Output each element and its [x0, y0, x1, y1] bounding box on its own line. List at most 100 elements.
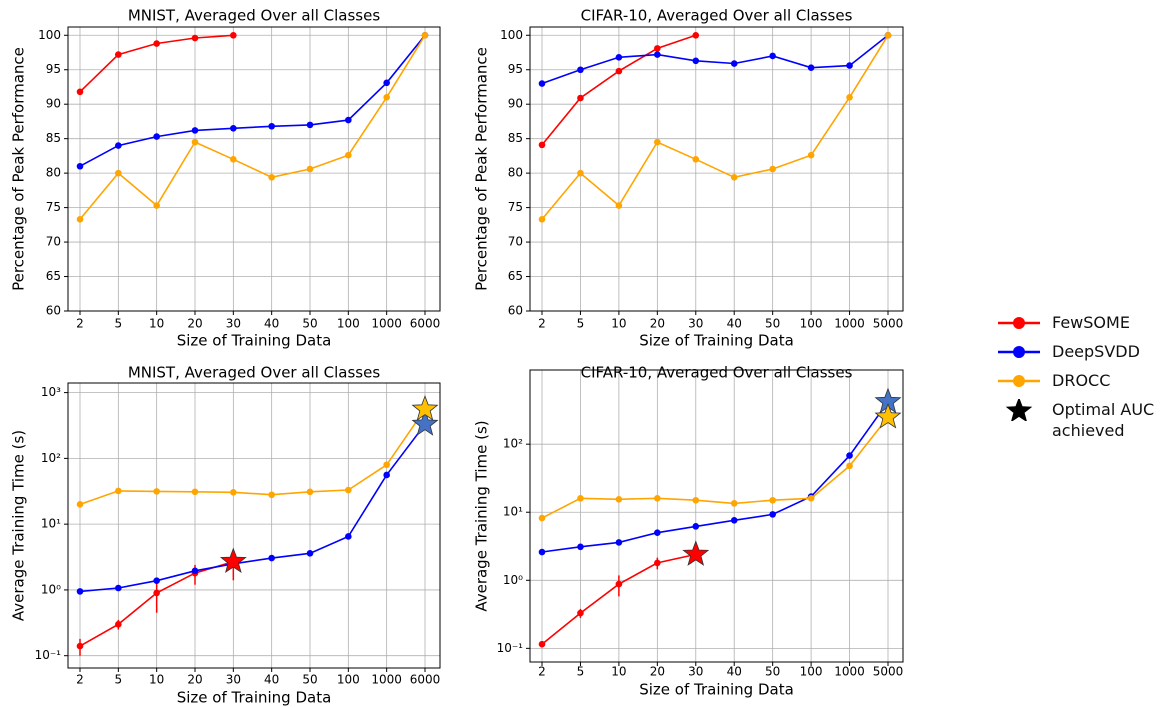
data-point	[76, 88, 84, 96]
y-tick-label: 80	[508, 166, 523, 180]
data-point	[615, 202, 623, 209]
data-point	[577, 495, 584, 502]
plot-frame	[529, 369, 904, 663]
legend-entry: FewSOME	[996, 312, 1172, 334]
data-point	[577, 169, 584, 177]
x-tick-label: 10	[149, 673, 164, 687]
x-tick-label: 5	[115, 673, 123, 687]
y-tick-label: 60	[46, 304, 61, 318]
data-point	[191, 488, 199, 496]
data-point	[76, 162, 84, 170]
data-point	[730, 517, 738, 524]
x-tick-label: 6000	[410, 673, 441, 687]
y-tick-label: 70	[508, 235, 523, 249]
data-point	[577, 66, 584, 74]
series-line	[541, 401, 889, 553]
x-tick-label: 2	[538, 317, 546, 331]
data-point	[807, 64, 815, 71]
data-point	[538, 141, 546, 149]
data-point	[769, 511, 776, 518]
data-point	[230, 489, 237, 496]
x-tick-label: 10	[149, 317, 164, 331]
data-point	[884, 31, 892, 39]
data-point	[654, 45, 661, 52]
data-point	[153, 40, 160, 47]
data-point	[730, 500, 738, 507]
x-tick-label: 5	[577, 317, 585, 331]
data-point	[383, 471, 390, 479]
x-tick-label: 100	[800, 317, 823, 331]
data-point	[306, 121, 314, 129]
x-tick-label: 5000	[873, 317, 904, 331]
y-axis-label: Average Training Time (s)	[473, 420, 491, 611]
data-point	[76, 501, 84, 508]
data-point	[345, 486, 352, 494]
legend-swatch	[998, 375, 1040, 387]
data-point	[538, 216, 546, 223]
subplot: 10⁻¹ 10⁰ 10¹ 10² 2 5 10 20 30 40 50 100 1000 5000 CIFA…	[473, 364, 904, 699]
y-tick-label: 10⁰	[503, 573, 523, 587]
data-point	[306, 165, 314, 173]
x-tick-label: 6000	[410, 317, 441, 331]
y-axis-label: Percentage of Peak Performance	[473, 47, 491, 291]
optimal-star	[411, 410, 439, 436]
data-point	[191, 127, 199, 134]
data-point	[538, 80, 546, 87]
data-point	[615, 539, 623, 546]
legend-entry: DROCC	[996, 370, 1172, 392]
data-point	[421, 31, 429, 39]
x-tick-label: 5	[115, 317, 123, 331]
data-point	[115, 169, 122, 177]
x-tick-label: 30	[688, 317, 703, 331]
y-tick-label: 100	[38, 28, 61, 42]
data-point	[807, 495, 815, 502]
y-tick-label: 10⁰	[41, 582, 61, 596]
x-axis-label: Size of Training Data	[177, 689, 332, 707]
legend-marker	[1013, 317, 1025, 329]
x-tick-label: 10	[611, 665, 626, 679]
data-point	[577, 94, 584, 102]
x-tick-label: 1000	[834, 317, 865, 331]
x-tick-label: 30	[688, 665, 703, 679]
data-point	[769, 496, 776, 504]
x-axis-label: Size of Training Data	[639, 681, 794, 699]
series-line	[79, 408, 426, 506]
data-point	[769, 52, 776, 60]
data-point	[153, 133, 160, 140]
data-point	[846, 62, 853, 69]
data-point	[654, 559, 661, 567]
legend: FewSOME DeepSVDD DROCC Optimal AUC achieved	[996, 312, 1172, 448]
plot-frame	[529, 26, 904, 312]
data-point	[268, 122, 275, 130]
y-tick-label: 75	[46, 200, 61, 214]
data-point	[692, 523, 700, 530]
data-point	[807, 151, 815, 159]
y-tick-label: 85	[508, 131, 523, 145]
legend-swatch	[998, 346, 1040, 358]
data-point	[115, 487, 122, 495]
data-point	[615, 67, 623, 75]
x-tick-label: 1000	[371, 317, 402, 331]
data-point	[153, 577, 160, 585]
data-point	[692, 496, 700, 504]
data-point	[115, 584, 122, 592]
data-point	[153, 589, 160, 597]
x-tick-label: 5000	[873, 665, 904, 679]
y-tick-label: 65	[46, 269, 61, 283]
legend-label: DROCC	[1052, 371, 1111, 390]
legend-entry: DeepSVDD	[996, 341, 1172, 363]
data-point	[191, 567, 199, 575]
data-point	[153, 488, 160, 495]
x-tick-label: 30	[226, 673, 241, 687]
legend-label: FewSOME	[1052, 313, 1130, 332]
y-tick-label: 90	[46, 97, 61, 111]
data-point	[615, 495, 623, 503]
y-tick-label: 10³	[41, 385, 61, 399]
data-point	[306, 550, 314, 557]
series-line	[79, 423, 426, 593]
chart-title: CIFAR-10, Averaged Over all Classes	[581, 364, 853, 382]
data-point	[692, 156, 700, 163]
x-tick-label: 20	[187, 673, 202, 687]
legend-marker	[1013, 375, 1025, 387]
